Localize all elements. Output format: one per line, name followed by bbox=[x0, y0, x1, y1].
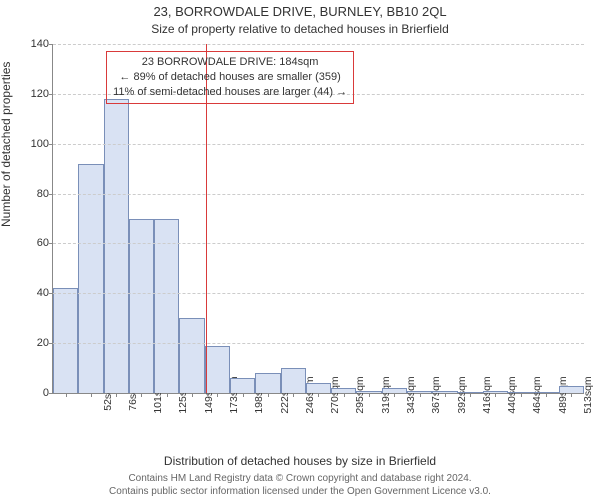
gridline bbox=[53, 343, 584, 344]
histogram-bar: 125sqm bbox=[129, 219, 154, 394]
y-tick-label: 140 bbox=[31, 38, 53, 50]
histogram-bar: 392sqm bbox=[407, 391, 432, 393]
page-title: 23, BORROWDALE DRIVE, BURNLEY, BB10 2QL bbox=[0, 4, 600, 19]
footer-line-1: Contains HM Land Registry data © Crown c… bbox=[0, 473, 600, 486]
y-axis-label: Number of detached properties bbox=[0, 62, 13, 227]
annotation-line: 23 BORROWDALE DRIVE: 184sqm bbox=[113, 55, 347, 70]
histogram-bar: 198sqm bbox=[205, 346, 230, 393]
x-tick-label: 537sqm bbox=[571, 376, 600, 413]
gridline bbox=[53, 194, 584, 195]
y-tick-label: 40 bbox=[37, 287, 53, 299]
annotation-line: ← 89% of detached houses are smaller (35… bbox=[113, 70, 347, 85]
histogram-bar: 416sqm bbox=[432, 391, 457, 393]
histogram-plot: 52sqm76sqm101sqm125sqm149sqm173sqm198sqm… bbox=[52, 44, 584, 394]
y-tick-label: 60 bbox=[37, 237, 53, 249]
histogram-bar: 367sqm bbox=[382, 388, 407, 393]
gridline bbox=[53, 293, 584, 294]
annotation-box: 23 BORROWDALE DRIVE: 184sqm← 89% of deta… bbox=[106, 51, 354, 104]
histogram-bar: 222sqm bbox=[230, 378, 255, 393]
gridline bbox=[53, 144, 584, 145]
histogram-bar: 489sqm bbox=[508, 392, 533, 393]
page-subtitle: Size of property relative to detached ho… bbox=[0, 22, 600, 36]
annotation-line: 11% of semi-detached houses are larger (… bbox=[113, 85, 347, 100]
gridline bbox=[53, 243, 584, 244]
histogram-bar: 513sqm bbox=[533, 392, 558, 393]
histogram-bar: 52sqm bbox=[53, 288, 78, 393]
footer-line-2: Contains public sector information licen… bbox=[0, 486, 600, 499]
y-tick-label: 20 bbox=[37, 337, 53, 349]
histogram-bar: 343sqm bbox=[356, 391, 381, 393]
histogram-bar: 319sqm bbox=[331, 388, 356, 393]
y-tick-label: 100 bbox=[31, 138, 53, 150]
histogram-bar: 173sqm bbox=[179, 318, 204, 393]
footer-attribution: Contains HM Land Registry data © Crown c… bbox=[0, 473, 600, 498]
histogram-bar: 440sqm bbox=[458, 392, 483, 393]
histogram-bar: 149sqm bbox=[154, 219, 179, 394]
histogram-bar: 246sqm bbox=[255, 373, 280, 393]
histogram-bar: 295sqm bbox=[306, 383, 331, 393]
y-tick-label: 120 bbox=[31, 88, 53, 100]
y-tick-label: 80 bbox=[37, 188, 53, 200]
gridline bbox=[53, 44, 584, 45]
histogram-bar: 464sqm bbox=[483, 391, 508, 393]
histogram-bar: 537sqm bbox=[559, 386, 584, 393]
histogram-bar: 76sqm bbox=[78, 164, 103, 393]
x-axis-label: Distribution of detached houses by size … bbox=[0, 454, 600, 468]
histogram-bar: 270sqm bbox=[281, 368, 306, 393]
y-tick-label: 0 bbox=[43, 387, 53, 399]
